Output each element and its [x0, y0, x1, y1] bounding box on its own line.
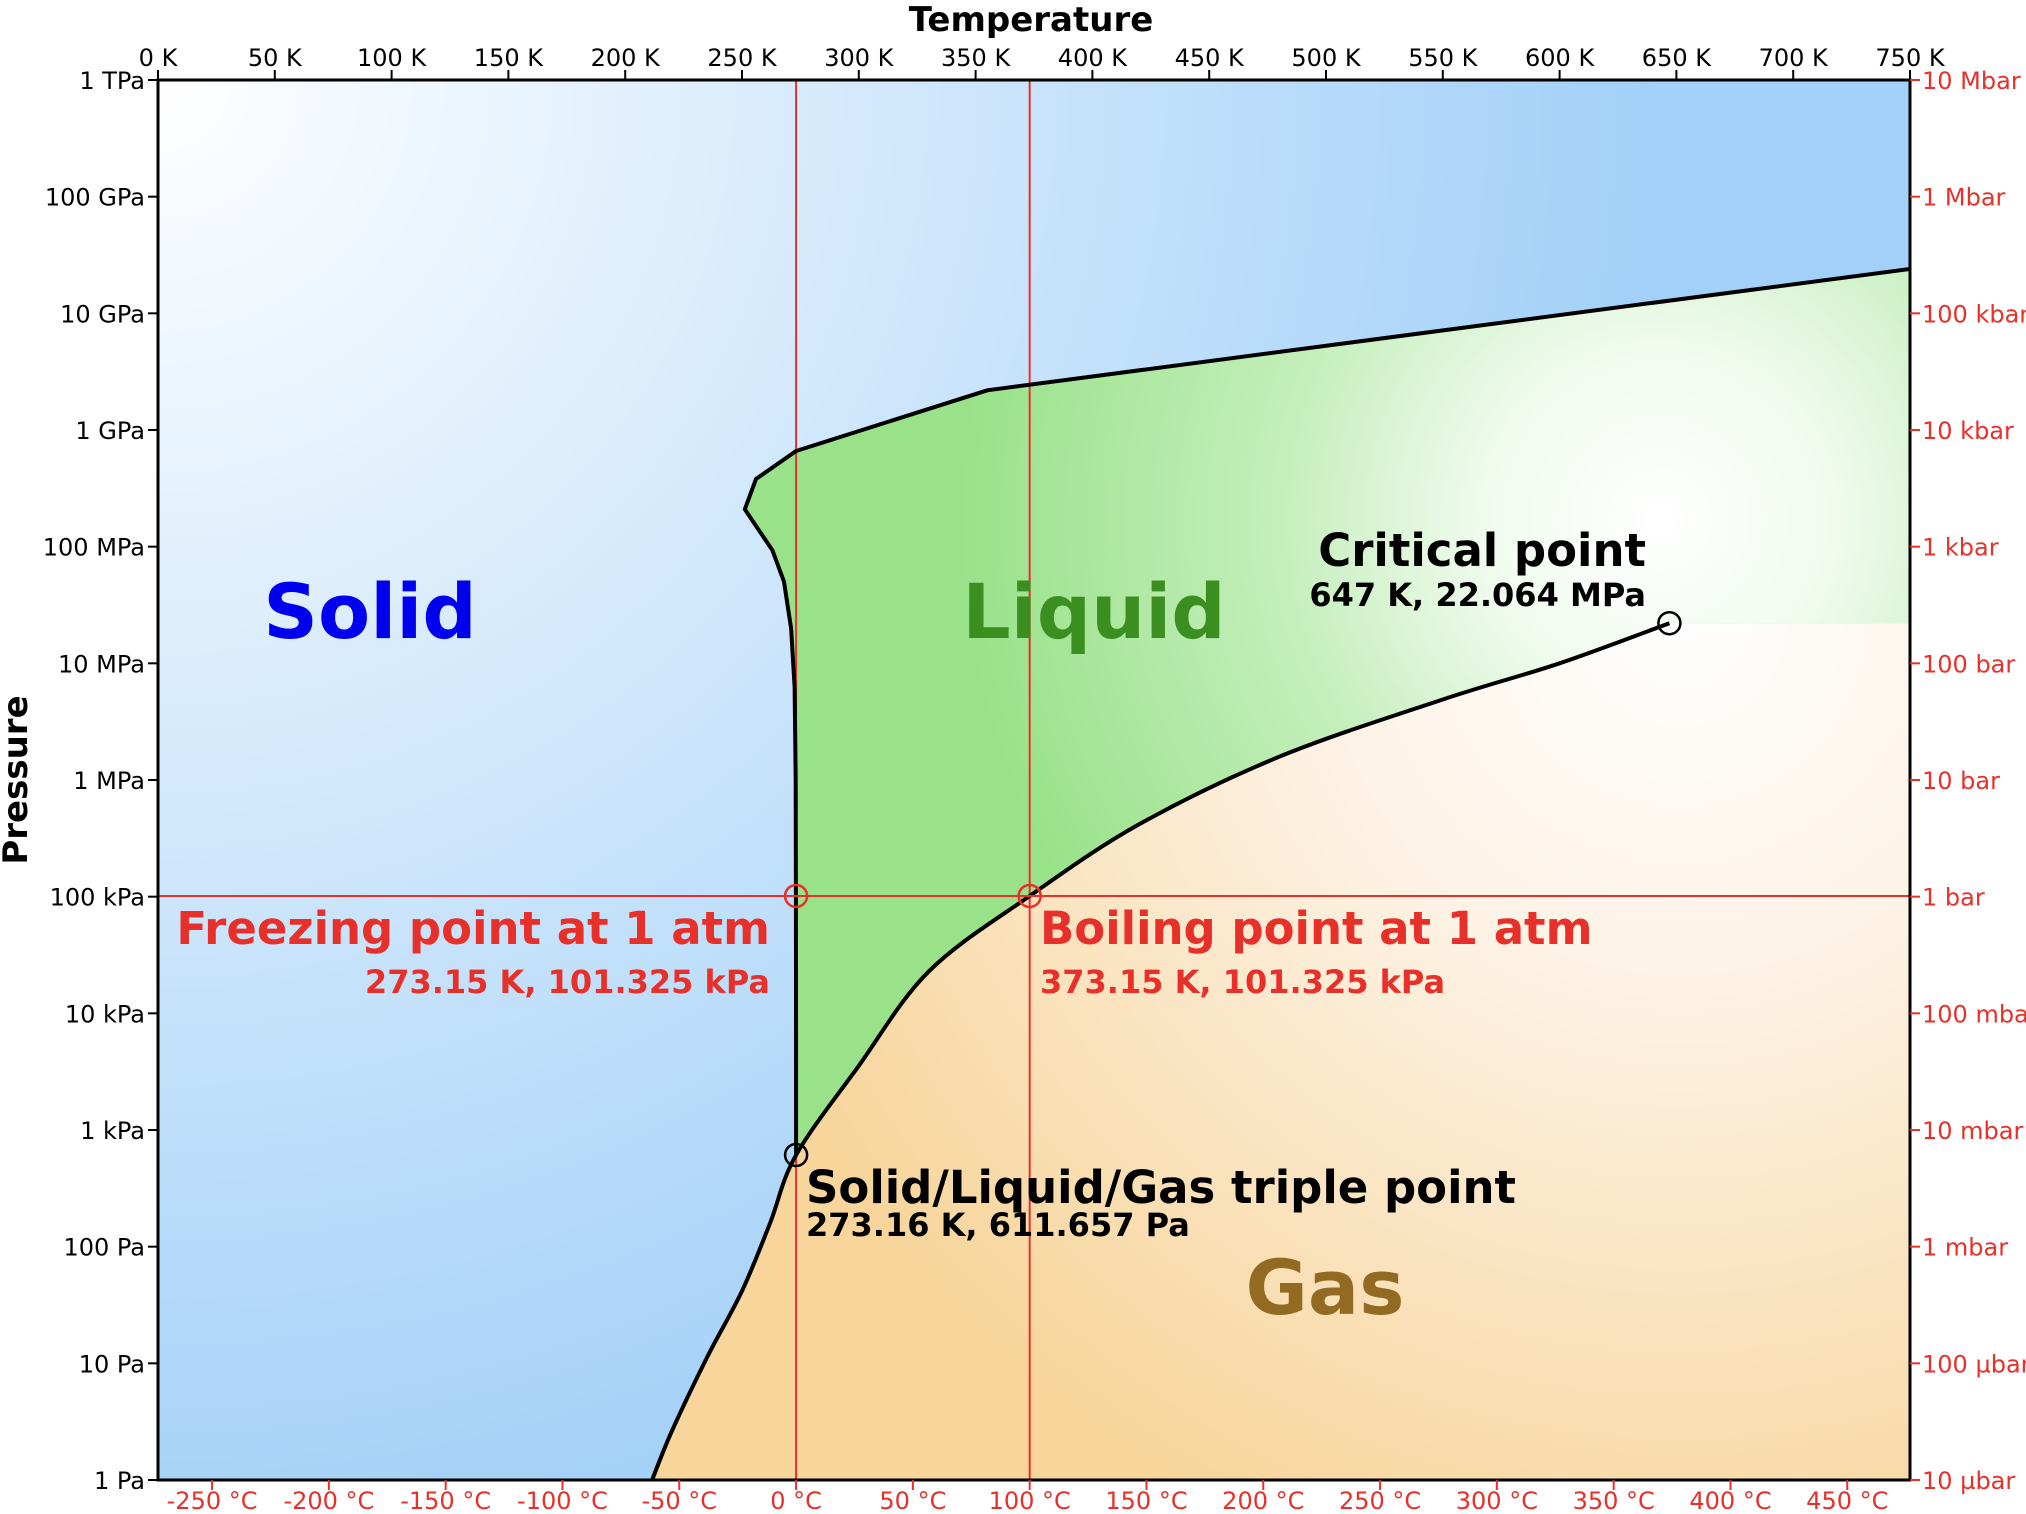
solid-label: Solid	[263, 567, 476, 656]
x-bottom-tick-label: 450 °C	[1806, 1487, 1888, 1514]
y-left-tick-label: 1 GPa	[75, 417, 145, 445]
x-bottom-tick-label: 100 °C	[989, 1487, 1071, 1514]
y-left-tick-label: 10 kPa	[65, 1000, 145, 1028]
x-bottom-tick-label: 200 °C	[1222, 1487, 1304, 1514]
gas-region	[652, 623, 1910, 1480]
freezing-point-title: Freezing point at 1 atm	[176, 902, 770, 955]
critical-point-title: Critical point	[1318, 524, 1646, 577]
x-top-tick-label: 100 K	[357, 44, 427, 72]
y-axis-title: Pressure	[0, 695, 36, 864]
gas-label: Gas	[1246, 1243, 1405, 1332]
boiling-point-values: 373.15 K, 101.325 kPa	[1040, 963, 1445, 1001]
x-bottom-tick-label: -150 °C	[400, 1487, 491, 1514]
y-right-tick-label: 10 bar	[1922, 767, 2000, 795]
x-top-tick-label: 300 K	[824, 44, 894, 72]
x-bottom-tick-label: -50 °C	[641, 1487, 717, 1514]
y-left-tick-label: 10 Pa	[79, 1350, 145, 1378]
melting-curve	[742, 267, 1911, 1156]
y-right-tick-label: 10 mbar	[1922, 1117, 2023, 1145]
x-top-tick-label: 400 K	[1058, 44, 1128, 72]
y-left-tick-label: 1 TPa	[79, 67, 145, 95]
y-right-tick-label: 1 bar	[1922, 884, 1985, 912]
x-top-tick-label: 700 K	[1759, 44, 1829, 72]
y-left-tick-label: 1 kPa	[80, 1117, 145, 1145]
y-right-tick-label: 10 kbar	[1922, 417, 2014, 445]
y-right-tick-label: 1 kbar	[1922, 534, 1999, 562]
x-bottom-tick-label: 400 °C	[1689, 1487, 1771, 1514]
critical-point-values: 647 K, 22.064 MPa	[1309, 576, 1646, 614]
liquid-label: Liquid	[962, 567, 1225, 656]
y-right-tick-label: 10 Mbar	[1922, 67, 2021, 95]
x-bottom-tick-label: -200 °C	[283, 1487, 374, 1514]
x-bottom-tick-label: -100 °C	[517, 1487, 608, 1514]
x-top-tick-label: 750 K	[1875, 44, 1945, 72]
y-left-tick-label: 10 MPa	[58, 650, 145, 678]
y-right-tick-label: 10 µbar	[1922, 1467, 2015, 1495]
y-left-tick-label: 100 Pa	[63, 1234, 145, 1262]
y-left-tick-label: 1 Pa	[94, 1467, 145, 1495]
y-axis-right-bar: 10 µbar 100 µbar 1 mbar 10 mbar 100 mbar 1 ba…	[1910, 67, 2026, 1495]
x-top-tick-label: 0 K	[139, 44, 179, 72]
special-points	[783, 610, 1682, 1168]
x-top-tick-label: 250 K	[707, 44, 777, 72]
y-axis-left-pascal: 1 Pa 10 Pa 100 Pa 1 kPa 10 kPa 100 kPa 1 MPa 10…	[43, 67, 158, 1495]
y-right-tick-label: 1 Mbar	[1922, 184, 2006, 212]
x-top-tick-label: 350 K	[941, 44, 1011, 72]
x-bottom-tick-label: 150 °C	[1105, 1487, 1187, 1514]
triple-point-values: 273.16 K, 611.657 Pa	[806, 1206, 1190, 1244]
y-right-tick-label: 100 kbar	[1922, 300, 2026, 328]
y-right-tick-label: 100 bar	[1922, 650, 2015, 678]
y-left-tick-label: 1 MPa	[73, 767, 145, 795]
x-bottom-tick-label: -250 °C	[167, 1487, 258, 1514]
critical-point-marker	[1657, 610, 1682, 636]
y-right-tick-label: 1 mbar	[1922, 1234, 2008, 1262]
x-top-tick-label: 550 K	[1408, 44, 1478, 72]
y-left-tick-label: 100 MPa	[43, 534, 145, 562]
y-right-tick-label: 100 mbar	[1922, 1000, 2026, 1028]
vaporization-curve	[650, 621, 1671, 1481]
y-left-tick-label: 100 kPa	[50, 884, 145, 912]
y-left-tick-label: 10 GPa	[60, 300, 145, 328]
x-bottom-tick-label: 300 °C	[1456, 1487, 1538, 1514]
x-top-tick-label: 50 K	[248, 44, 303, 72]
x-top-tick-label: 600 K	[1525, 44, 1595, 72]
boiling-point-title: Boiling point at 1 atm	[1040, 902, 1592, 955]
x-top-tick-label: 200 K	[591, 44, 661, 72]
triple-point-title: Solid/Liquid/Gas triple point	[806, 1161, 1516, 1214]
x-bottom-tick-label: 50 °C	[879, 1487, 946, 1514]
freezing-point-values: 273.15 K, 101.325 kPa	[365, 963, 770, 1001]
x-axis-title: Temperature	[909, 0, 1154, 40]
y-left-tick-label: 100 GPa	[45, 184, 145, 212]
x-axis-bottom-celsius: -250 °C -200 °C -150 °C -100 °C -50 °C 0 °C 50…	[167, 1480, 1888, 1514]
x-top-tick-label: 650 K	[1642, 44, 1712, 72]
x-top-tick-label: 150 K	[474, 44, 544, 72]
x-bottom-tick-label: 0 °C	[770, 1487, 822, 1514]
x-bottom-tick-label: 250 °C	[1339, 1487, 1421, 1514]
x-top-tick-label: 450 K	[1175, 44, 1245, 72]
x-axis-top-kelvin: 0 K 50 K 100 K 150 K 200 K 250 K 300 K 350 K 400…	[139, 44, 1946, 80]
liquid-region	[744, 269, 1910, 1155]
triple-point-marker	[783, 1142, 809, 1168]
x-bottom-tick-label: 350 °C	[1573, 1487, 1655, 1514]
y-right-tick-label: 100 µbar	[1922, 1350, 2026, 1378]
x-top-tick-label: 500 K	[1291, 44, 1361, 72]
